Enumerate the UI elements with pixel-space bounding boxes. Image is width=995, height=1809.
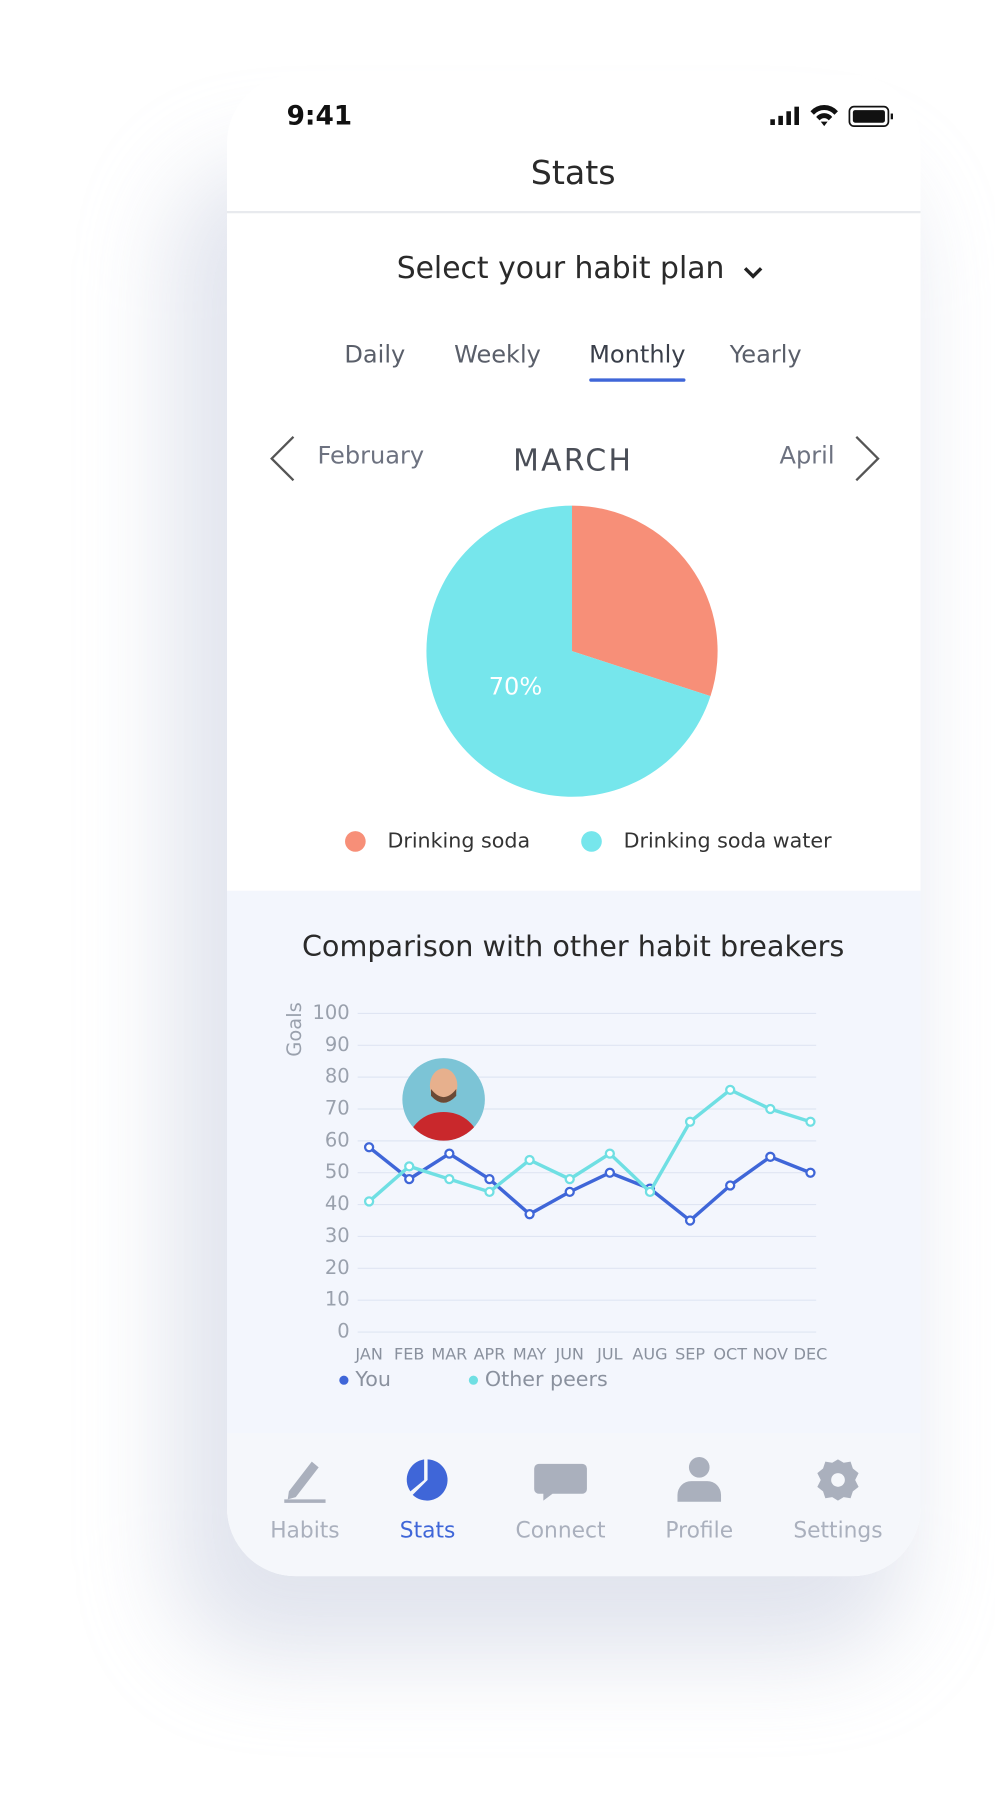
legend-label: You bbox=[354, 1367, 391, 1391]
pie-slice bbox=[426, 505, 711, 797]
period-tab[interactable]: Daily bbox=[344, 340, 405, 368]
pie-value-label: 70% bbox=[489, 673, 542, 701]
prev-arrow[interactable] bbox=[270, 435, 295, 482]
series-point bbox=[765, 1103, 776, 1115]
y-tick-label: 30 bbox=[325, 1224, 350, 1247]
series-point bbox=[444, 1148, 455, 1159]
status-time: 9:41 bbox=[287, 101, 353, 131]
nav-icon[interactable] bbox=[817, 1459, 859, 1501]
x-tick-label: JUN bbox=[554, 1345, 583, 1364]
tab-underline bbox=[589, 378, 686, 382]
nav-label[interactable]: Settings bbox=[793, 1519, 882, 1544]
x-tick-label: JUL bbox=[596, 1345, 622, 1364]
nav-icon[interactable] bbox=[534, 1463, 587, 1501]
series-point bbox=[524, 1209, 535, 1220]
series-point bbox=[684, 1116, 696, 1127]
series-point bbox=[484, 1173, 495, 1185]
x-tick-label: AUG bbox=[632, 1345, 667, 1364]
next-arrow[interactable] bbox=[855, 435, 880, 482]
y-tick-label: 90 bbox=[325, 1033, 350, 1056]
series-point bbox=[805, 1116, 816, 1127]
series-point bbox=[644, 1186, 656, 1198]
series-point bbox=[363, 1142, 375, 1153]
x-tick-label: FEB bbox=[394, 1345, 424, 1364]
series-point bbox=[363, 1196, 375, 1207]
nav-bg bbox=[226, 1432, 921, 1577]
status-icons bbox=[770, 105, 893, 128]
series-point bbox=[725, 1084, 736, 1096]
series-point bbox=[684, 1215, 696, 1226]
legend-dot bbox=[339, 1375, 349, 1385]
nav-icon[interactable] bbox=[677, 1457, 722, 1502]
series-point bbox=[564, 1186, 575, 1198]
series-point bbox=[564, 1173, 575, 1185]
x-tick-label: SEP bbox=[675, 1345, 705, 1364]
series-point bbox=[604, 1167, 615, 1178]
nav-label[interactable]: Habits bbox=[270, 1519, 339, 1544]
y-tick-label: 100 bbox=[312, 1001, 349, 1024]
legend-dot bbox=[345, 831, 366, 852]
next-month[interactable]: April bbox=[780, 441, 835, 469]
y-tick-label: 20 bbox=[325, 1256, 350, 1279]
x-tick-label: NOV bbox=[753, 1345, 788, 1364]
legend-dot bbox=[468, 1375, 479, 1385]
series-point bbox=[765, 1151, 776, 1162]
x-tick-label: MAY bbox=[513, 1345, 547, 1364]
nav-icon[interactable] bbox=[284, 1461, 326, 1503]
nav-label[interactable]: Connect bbox=[516, 1519, 606, 1544]
line-chart-title: Comparison with other habit breakers bbox=[302, 929, 844, 963]
legend-label: Other peers bbox=[485, 1367, 608, 1391]
phone bbox=[226, 74, 921, 1577]
period-tab[interactable]: Yearly bbox=[729, 340, 802, 368]
series-line bbox=[367, 1087, 811, 1203]
y-axis-label: Goals bbox=[283, 1002, 306, 1056]
header-title: Stats bbox=[531, 153, 616, 192]
series-point bbox=[404, 1173, 415, 1185]
plan-selector[interactable]: Select your habit plan bbox=[397, 251, 725, 286]
series-point bbox=[484, 1186, 495, 1198]
current-month: MARCH bbox=[513, 444, 633, 479]
legend-label: Drinking soda bbox=[387, 828, 530, 852]
period-tab[interactable]: Weekly bbox=[454, 340, 541, 368]
pie-slice bbox=[572, 505, 718, 697]
dropdown-chevron[interactable] bbox=[743, 267, 763, 279]
prev-month[interactable]: February bbox=[318, 441, 425, 469]
x-tick-label: APR bbox=[474, 1345, 506, 1364]
nav-icon[interactable] bbox=[406, 1459, 448, 1501]
series-point bbox=[444, 1173, 455, 1185]
period-tab[interactable]: Monthly bbox=[589, 340, 685, 368]
series-point bbox=[805, 1167, 816, 1178]
y-tick-label: 70 bbox=[325, 1097, 350, 1120]
y-tick-label: 0 bbox=[337, 1320, 349, 1343]
series-line bbox=[368, 1145, 812, 1223]
line-chart: 0 10 20 30 40 50 60 70 80 90 100 JAN FEB MAR APR MAY JUN… bbox=[312, 1001, 827, 1391]
legend-label: Drinking soda water bbox=[624, 828, 832, 852]
x-tick-label: DEC bbox=[794, 1345, 828, 1364]
y-tick-label: 50 bbox=[325, 1160, 350, 1183]
series-point bbox=[524, 1154, 535, 1166]
y-tick-label: 10 bbox=[325, 1288, 350, 1311]
series-point bbox=[604, 1148, 615, 1159]
x-tick-label: JAN bbox=[354, 1345, 382, 1364]
nav-label[interactable]: Stats bbox=[400, 1519, 456, 1544]
y-tick-label: 60 bbox=[325, 1128, 350, 1151]
y-tick-label: 40 bbox=[325, 1192, 350, 1215]
x-tick-label: MAR bbox=[431, 1345, 467, 1364]
series-point bbox=[404, 1161, 415, 1172]
series-point bbox=[725, 1180, 736, 1191]
legend-dot bbox=[581, 831, 602, 852]
x-tick-label: OCT bbox=[713, 1345, 747, 1364]
comparison-bg bbox=[226, 890, 921, 1436]
y-tick-label: 80 bbox=[325, 1065, 350, 1088]
nav-label[interactable]: Profile bbox=[665, 1519, 733, 1544]
